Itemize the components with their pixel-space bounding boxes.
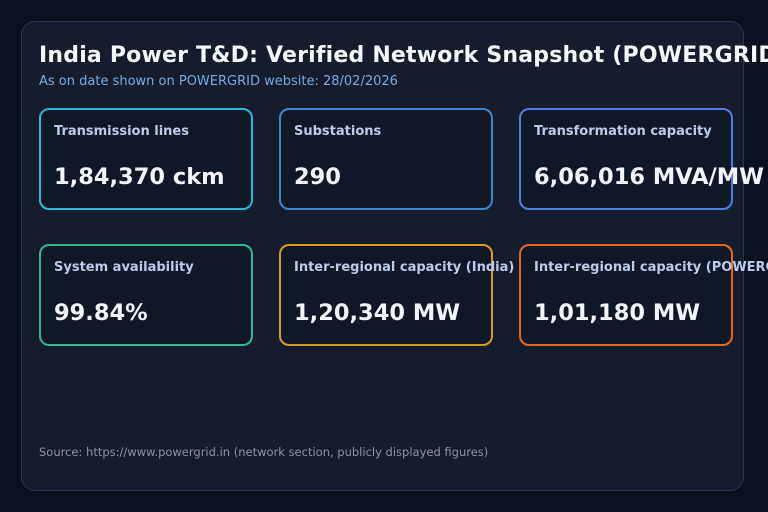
stat-card-value: 290 (294, 164, 341, 190)
stat-card: Transmission lines 1,84,370 ckm (39, 108, 253, 210)
stat-card-label: Transformation capacity (534, 124, 712, 139)
source-note: Source: https://www.powergrid.in (networ… (39, 445, 489, 459)
page-subtitle: As on date shown on POWERGRID website: 2… (39, 74, 398, 89)
stat-card: Substations 290 (279, 108, 493, 210)
stat-card: System availability 99.84% (39, 244, 253, 346)
stat-card-value: 1,01,180 MW (534, 300, 701, 326)
stat-card: Inter-regional capacity (India) 1,20,340 … (279, 244, 515, 346)
stat-cards-grid: Transmission lines 1,84,370 ckm Substation… (39, 108, 768, 346)
stat-card-label: Inter-regional capacity (India) (294, 260, 515, 275)
stat-card-value: 1,84,370 ckm (54, 164, 225, 190)
stat-card-label: System availability (54, 260, 194, 275)
stat-card-value: 1,20,340 MW (294, 300, 461, 326)
stat-card: Inter-regional capacity (POWERGRID) 1,01,… (519, 244, 768, 346)
stat-card-value: 6,06,016 MVA/MW (534, 164, 764, 190)
stat-card-value: 99.84% (54, 300, 148, 326)
stat-card: Transformation capacity 6,06,016 MVA/MW (519, 108, 764, 210)
stat-card-label: Inter-regional capacity (POWERGRID) (534, 260, 768, 275)
stat-card-label: Transmission lines (54, 124, 189, 139)
page-title: India Power T&D: Verified Network Snapsh… (39, 43, 768, 68)
dashboard-panel: India Power T&D: Verified Network Snapsh… (21, 21, 768, 491)
stat-card-label: Substations (294, 124, 382, 139)
